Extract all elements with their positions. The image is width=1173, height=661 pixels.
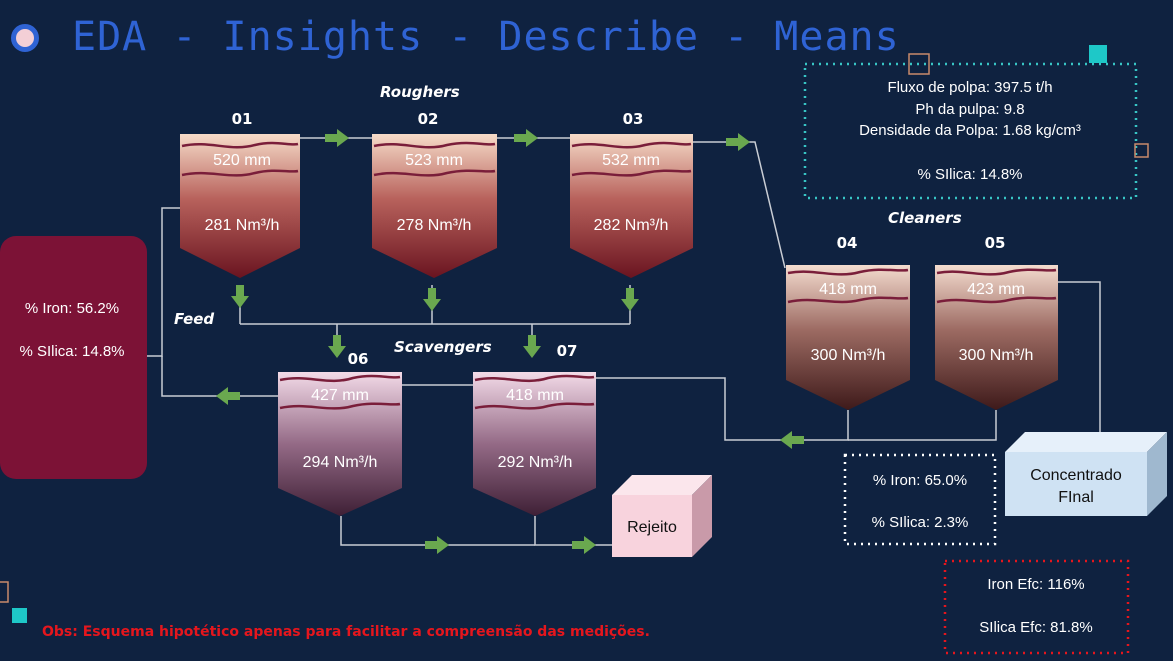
cell-03: 03 532 mm 282 Nm³/h — [570, 110, 693, 278]
pulp-ph: Ph da pulpa: 9.8 — [915, 101, 1024, 118]
arrow-right-icon — [514, 129, 538, 147]
arrow-right-icon — [425, 536, 449, 554]
arrow-down-icon — [621, 288, 639, 311]
cyan-square-icon — [12, 608, 27, 623]
cell-level: 427 mm — [311, 387, 369, 404]
cell-04: 04 418 mm 300 Nm³/h — [786, 234, 910, 410]
cell-airflow: 282 Nm³/h — [594, 217, 669, 234]
cell-id: 05 — [985, 234, 1006, 252]
cell-level: 423 mm — [967, 281, 1025, 298]
efficiency-box — [943, 559, 1130, 655]
cell-id: 03 — [623, 110, 644, 128]
rejeito-label: Rejeito — [627, 519, 677, 536]
cell-airflow: 278 Nm³/h — [397, 217, 472, 234]
cell-06: 06 427 mm 294 Nm³/h — [278, 350, 402, 516]
concentrate-silica: % SIlica: 2.3% — [872, 514, 969, 531]
feed-box — [0, 236, 147, 479]
efficiency-iron: Iron Efc: 116% — [987, 576, 1084, 593]
arrow-down-icon — [423, 288, 441, 311]
pulp-flow: Fluxo de polpa: 397.5 t/h — [887, 79, 1052, 96]
cell-05: 05 423 mm 300 Nm³/h — [935, 234, 1058, 410]
rejeito-box: Rejeito — [612, 475, 712, 557]
feed-silica: % SIlica: 14.8% — [19, 343, 124, 360]
cell-id: 06 — [348, 350, 369, 368]
cell-airflow: 294 Nm³/h — [303, 454, 378, 471]
cell-level: 523 mm — [405, 152, 463, 169]
title-bullet-icon — [11, 24, 39, 52]
arrow-right-icon — [572, 536, 596, 554]
cell-level: 520 mm — [213, 152, 271, 169]
cell-airflow: 292 Nm³/h — [498, 454, 573, 471]
pulp-silica: % SIlica: 14.8% — [917, 166, 1022, 183]
cell-airflow: 300 Nm³/h — [959, 347, 1034, 364]
cell-07: 07 418 mm 292 Nm³/h — [473, 342, 596, 516]
cell-level: 532 mm — [602, 152, 660, 169]
page-title: EDA - Insights - Describe - Means — [72, 14, 900, 60]
cell-id: 01 — [232, 110, 253, 128]
pulp-density: Densidade da Polpa: 1.68 kg/cm³ — [859, 122, 1081, 139]
arrow-down-icon — [328, 335, 346, 358]
cell-id: 07 — [557, 342, 578, 360]
handle-square-icon — [908, 53, 930, 75]
feed-iron: % Iron: 56.2% — [25, 300, 119, 317]
concentrate-iron: % Iron: 65.0% — [873, 472, 967, 489]
arrow-down-icon — [231, 285, 249, 308]
handle-square-icon — [1134, 143, 1149, 158]
pulp-info-box — [803, 62, 1138, 200]
arrow-left-icon — [780, 431, 804, 449]
cell-02: 02 523 mm 278 Nm³/h — [372, 110, 497, 278]
arrow-down-icon — [523, 335, 541, 358]
concentrado-line2: FInal — [1058, 489, 1094, 506]
concentrado-final-box: Concentrado FInal — [1005, 432, 1167, 516]
cell-id: 04 — [837, 234, 858, 252]
cell-01: 01 520 mm 281 Nm³/h — [180, 110, 300, 278]
concentrado-line1: Concentrado — [1030, 467, 1122, 484]
section-roughers: Roughers — [380, 83, 460, 101]
observation-note: Obs: Esquema hipotético apenas para faci… — [42, 624, 650, 640]
cell-airflow: 281 Nm³/h — [205, 217, 280, 234]
efficiency-silica: SIlica Efc: 81.8% — [979, 619, 1092, 636]
arrow-left-icon — [216, 387, 240, 405]
section-cleaners: Cleaners — [888, 209, 962, 227]
cyan-square-icon — [1089, 45, 1107, 63]
cell-level: 418 mm — [819, 281, 877, 298]
cell-level: 418 mm — [506, 387, 564, 404]
arrow-right-icon — [726, 133, 750, 151]
arrow-right-icon — [325, 129, 349, 147]
cell-id: 02 — [418, 110, 439, 128]
section-feed: Feed — [174, 310, 214, 328]
cell-airflow: 300 Nm³/h — [811, 347, 886, 364]
section-scavengers: Scavengers — [394, 338, 492, 356]
handle-square-icon — [0, 581, 9, 603]
